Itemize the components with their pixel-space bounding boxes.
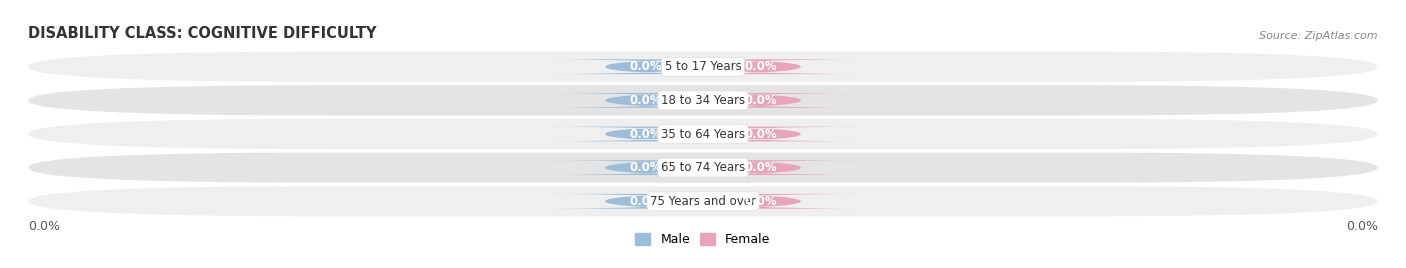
Text: DISABILITY CLASS: COGNITIVE DIFFICULTY: DISABILITY CLASS: COGNITIVE DIFFICULTY <box>28 26 377 41</box>
Text: 0.0%: 0.0% <box>744 195 776 208</box>
Text: 0.0%: 0.0% <box>28 220 60 233</box>
FancyBboxPatch shape <box>652 126 869 142</box>
Text: 0.0%: 0.0% <box>744 94 776 107</box>
FancyBboxPatch shape <box>537 194 754 209</box>
FancyBboxPatch shape <box>652 93 869 108</box>
Text: 0.0%: 0.0% <box>744 161 776 174</box>
FancyBboxPatch shape <box>537 59 754 74</box>
Text: 0.0%: 0.0% <box>744 60 776 73</box>
FancyBboxPatch shape <box>652 194 869 209</box>
FancyBboxPatch shape <box>28 152 1378 183</box>
FancyBboxPatch shape <box>28 186 1378 216</box>
FancyBboxPatch shape <box>652 59 869 74</box>
Text: 0.0%: 0.0% <box>630 60 662 73</box>
Text: 0.0%: 0.0% <box>630 161 662 174</box>
FancyBboxPatch shape <box>537 160 754 175</box>
Text: Source: ZipAtlas.com: Source: ZipAtlas.com <box>1260 31 1378 41</box>
FancyBboxPatch shape <box>28 52 1378 82</box>
Text: 5 to 17 Years: 5 to 17 Years <box>665 60 741 73</box>
Text: 0.0%: 0.0% <box>1346 220 1378 233</box>
Text: 18 to 34 Years: 18 to 34 Years <box>661 94 745 107</box>
Text: 0.0%: 0.0% <box>744 128 776 140</box>
FancyBboxPatch shape <box>652 160 869 175</box>
FancyBboxPatch shape <box>28 119 1378 149</box>
FancyBboxPatch shape <box>537 126 754 142</box>
FancyBboxPatch shape <box>537 93 754 108</box>
Text: 0.0%: 0.0% <box>630 128 662 140</box>
Text: 65 to 74 Years: 65 to 74 Years <box>661 161 745 174</box>
FancyBboxPatch shape <box>28 85 1378 116</box>
Text: 75 Years and over: 75 Years and over <box>650 195 756 208</box>
Legend: Male, Female: Male, Female <box>630 228 776 251</box>
Text: 0.0%: 0.0% <box>630 94 662 107</box>
Text: 0.0%: 0.0% <box>630 195 662 208</box>
Text: 35 to 64 Years: 35 to 64 Years <box>661 128 745 140</box>
